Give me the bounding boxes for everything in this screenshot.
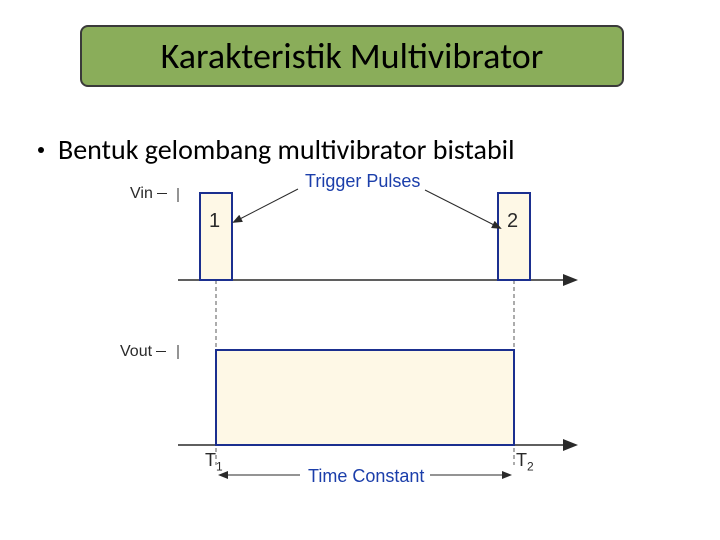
bullet-dot: [38, 147, 44, 153]
trigger-label: Trigger Pulses: [305, 171, 420, 192]
pulse1-label: 1: [209, 210, 220, 233]
bullet-line: Bentuk gelombang multivibrator bistabil: [38, 132, 515, 167]
t2-label: T2: [516, 450, 534, 474]
vout-label: Vout: [120, 343, 166, 361]
bullet-text: Bentuk gelombang multivibrator bistabil: [58, 132, 515, 167]
waveform-diagram: Vin Vout Trigger Pulses 1 2 T1 T2 Time C…: [120, 175, 600, 505]
vin-label: Vin: [130, 185, 167, 203]
pulse2-label: 2: [507, 210, 518, 233]
title-text: Karakteristik Multivibrator: [161, 34, 544, 78]
time-constant-label: Time Constant: [308, 466, 424, 487]
t1-label: T1: [205, 450, 223, 474]
title-box: Karakteristik Multivibrator: [80, 25, 624, 87]
